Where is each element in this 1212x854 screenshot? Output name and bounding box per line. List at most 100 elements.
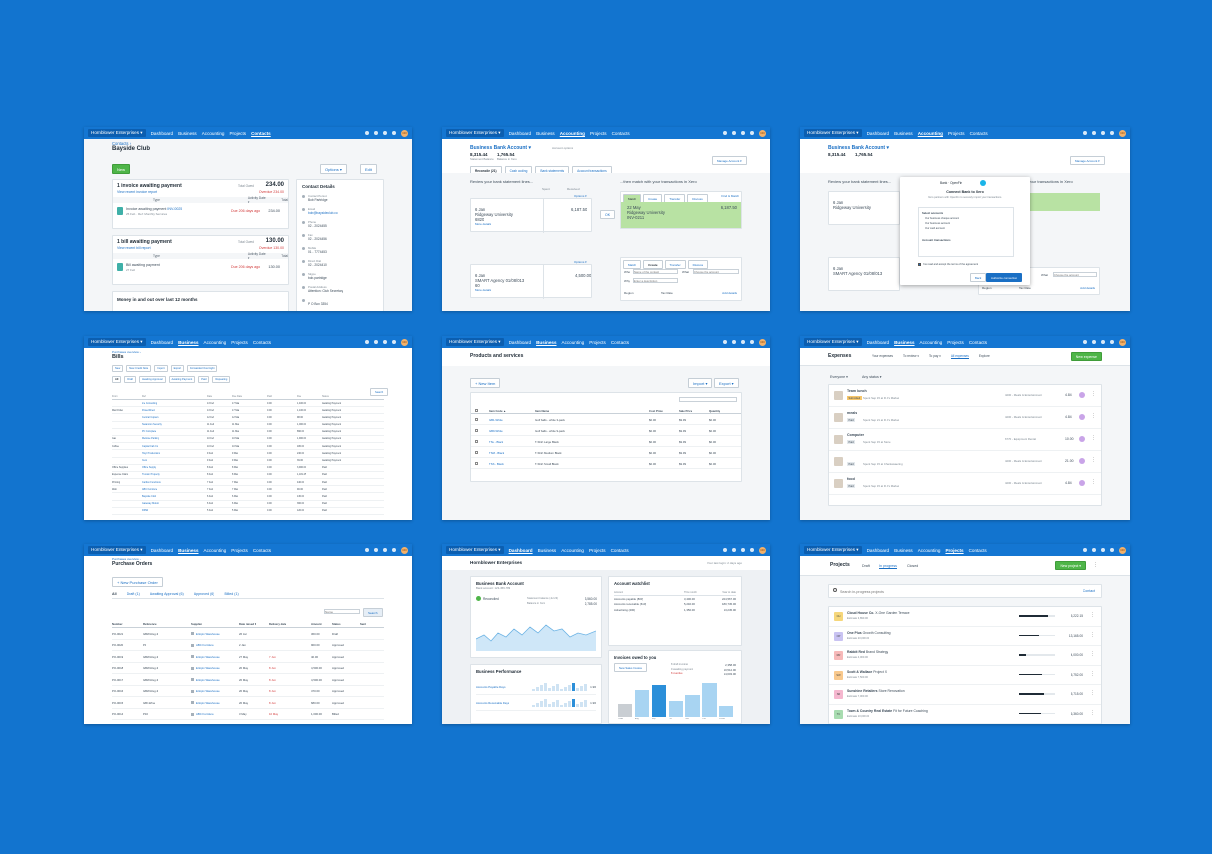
add-details-link[interactable]: Add details	[1080, 286, 1095, 290]
new-project-button[interactable]: New project ▾	[1055, 561, 1086, 570]
account-title[interactable]: Business Bank Account ▾	[828, 145, 889, 151]
more-options-icon[interactable]: ⋮	[1091, 391, 1096, 397]
row-checkbox[interactable]	[475, 440, 478, 443]
nav-projects[interactable]: Projects	[945, 547, 964, 553]
nav-business[interactable]: Business	[178, 130, 197, 136]
nav-business[interactable]: Business	[536, 130, 555, 136]
expense-name[interactable]: Computer	[847, 433, 864, 437]
po-cell[interactable]: Ertnpix Warehouse	[196, 677, 220, 682]
tab-in-progress[interactable]: In progress	[879, 564, 897, 569]
nav-business[interactable]: Business	[536, 339, 557, 345]
avatar[interactable]: CD	[759, 338, 766, 346]
nav-business[interactable]: Business	[894, 339, 915, 345]
account-options[interactable]: Account options	[552, 146, 574, 150]
owed-row[interactable]: 9 awaiting payment 10,512.00	[671, 668, 736, 673]
avatar[interactable]: CD	[1119, 338, 1126, 346]
avatar[interactable]: CD	[401, 546, 408, 554]
table-row[interactable]: Gas Melrose Parking 10 Feb 10 Mar 0.00 1,900.…	[112, 436, 384, 444]
bills-tab[interactable]: Draft	[124, 376, 136, 383]
bills-cell[interactable]: DIISR	[142, 509, 149, 513]
bills-cell[interactable]: Melrose Parking	[142, 437, 160, 441]
project-title[interactable]: Scott & Wallace Project X	[847, 670, 887, 674]
list-item[interactable]: SR Sunshine Retailers Store Renovation Est…	[829, 685, 1101, 705]
watch-row[interactable]: Advertising (400) 1,350.00 13,245.00	[614, 607, 736, 613]
nav-accounting[interactable]: Accounting	[561, 339, 585, 345]
new-po-button[interactable]: + New Purchase Order	[112, 577, 163, 587]
performance-metric[interactable]: Accounts Payable Days	[476, 685, 506, 689]
project-desc[interactable]: Project X	[873, 669, 888, 674]
help-icon[interactable]	[1110, 548, 1114, 552]
nav-dashboard[interactable]: Dashboard	[866, 547, 890, 553]
table-row[interactable]: TSL - Black T-Shirt Large Black $0.00 $9.99…	[471, 436, 741, 447]
nav-dashboard[interactable]: Dashboard	[866, 130, 890, 136]
project-desc[interactable]: Fit for Future Coaching	[893, 708, 928, 713]
more-options-icon[interactable]: ⋮	[1090, 709, 1095, 716]
table-row[interactable]: Printing Carlton Functions 7 Feb 7 Mar 0.00 4…	[112, 479, 384, 487]
edit-button[interactable]: Edit	[360, 164, 377, 174]
bills-cell[interactable]: Central Copiers	[142, 415, 159, 419]
table-row[interactable]: PO-0020 P4 ABC Furniture 2 Jan 900.00 Approve…	[112, 640, 384, 651]
search-icon[interactable]	[1092, 131, 1096, 135]
terms-checkbox[interactable]	[918, 263, 921, 266]
org-switcher[interactable]: Hornblower Enterprises ▾	[446, 546, 504, 554]
products-cell[interactable]: TSS - Black	[489, 461, 504, 466]
bills-action-button[interactable]: New	[112, 365, 124, 372]
nav-business[interactable]: Business	[178, 547, 199, 553]
project-title[interactable]: Rabbit Red Brand Strategy	[847, 650, 888, 654]
nav-business[interactable]: Business	[178, 339, 199, 345]
products-cell[interactable]: GB1-White	[489, 417, 503, 422]
table-row[interactable]: Coffee Capital Cab Co 10 Feb 10 Mar 0.00 180.…	[112, 443, 384, 451]
expenses-tab[interactable]: Explore	[978, 354, 990, 358]
help-icon[interactable]	[392, 340, 396, 344]
search-icon[interactable]	[732, 548, 736, 552]
new-button[interactable]: New	[112, 164, 131, 174]
po-col-header[interactable]: Date raised ▾	[239, 622, 257, 626]
row-checkbox[interactable]	[475, 462, 478, 465]
new-sales-invoice-button[interactable]: New Sales Invoice	[614, 663, 648, 672]
table-row[interactable]: Web ABC Furniture 7 Feb 7 Mar 0.00 90.00 Paid	[112, 486, 384, 494]
nav-accounting[interactable]: Accounting	[559, 130, 585, 136]
why-input[interactable]	[633, 278, 678, 283]
avatar[interactable]: CD	[401, 129, 408, 137]
nav-business[interactable]: Business	[894, 547, 913, 553]
bills-cell[interactable]: Gateway Motors	[142, 502, 160, 506]
nav-contacts[interactable]: Contacts	[610, 547, 629, 553]
bell-icon[interactable]	[741, 340, 745, 344]
bill-report-link[interactable]: View recent bill report	[117, 246, 151, 250]
org-switcher[interactable]: Hornblower Enterprises ▾	[804, 546, 862, 554]
bank-widget-title[interactable]: Business Bank Account	[476, 581, 524, 586]
new-item-button[interactable]: + New Item	[470, 378, 501, 388]
nav-accounting[interactable]: Accounting	[919, 339, 943, 345]
add-icon[interactable]	[723, 131, 727, 135]
nav-accounting[interactable]: Accounting	[203, 547, 227, 553]
nav-accounting[interactable]: Accounting	[917, 547, 941, 553]
add-icon[interactable]	[723, 340, 727, 344]
project-desc[interactable]: Brand Strategy	[865, 650, 889, 654]
po-search-button[interactable]: Search	[363, 608, 383, 617]
org-switcher[interactable]: Hornblower Enterprises ▾	[446, 129, 504, 137]
nav-projects[interactable]: Projects	[589, 339, 606, 345]
search-icon[interactable]	[374, 340, 378, 344]
more-options-icon[interactable]: ⋮	[1090, 651, 1095, 657]
bills-action-button[interactable]: Export	[170, 365, 185, 372]
project-title[interactable]: One Plus Growth Consulting	[847, 631, 891, 635]
breadcrumb[interactable]: Purchases overview ›	[112, 350, 141, 354]
expenses-tab[interactable]: To review ▾	[902, 354, 919, 358]
bills-action-button[interactable]: New Credit Note	[126, 365, 152, 372]
filter-status[interactable]: Any status ▾	[862, 375, 882, 379]
table-row[interactable]: PO-0018 GBW-Reg-3 Ertnpix Warehouse 20 May 8…	[112, 663, 384, 674]
line-more-details[interactable]: More details	[475, 222, 492, 226]
expense-name[interactable]: meals	[847, 411, 858, 415]
list-item[interactable]: TC Town & Country Real Estate Fit for Fut…	[829, 705, 1101, 724]
bills-cell[interactable]: Hoyt Productions	[142, 451, 161, 455]
region-select[interactable]: Region	[982, 286, 992, 290]
bell-icon[interactable]	[1101, 548, 1105, 552]
more-options-icon[interactable]: ⋮	[1090, 631, 1095, 638]
expenses-tab[interactable]: To pay ▾	[928, 354, 941, 358]
more-options-icon[interactable]: ⋮	[1090, 612, 1095, 618]
manage-account-button[interactable]: Manage Account ▾	[1070, 156, 1105, 165]
breadcrumb[interactable]: Purchases overview ›	[112, 557, 141, 561]
po-cell[interactable]: Ertnpix Warehouse	[196, 689, 220, 693]
bell-icon[interactable]	[1101, 340, 1105, 344]
nav-projects[interactable]: Projects	[231, 547, 248, 553]
